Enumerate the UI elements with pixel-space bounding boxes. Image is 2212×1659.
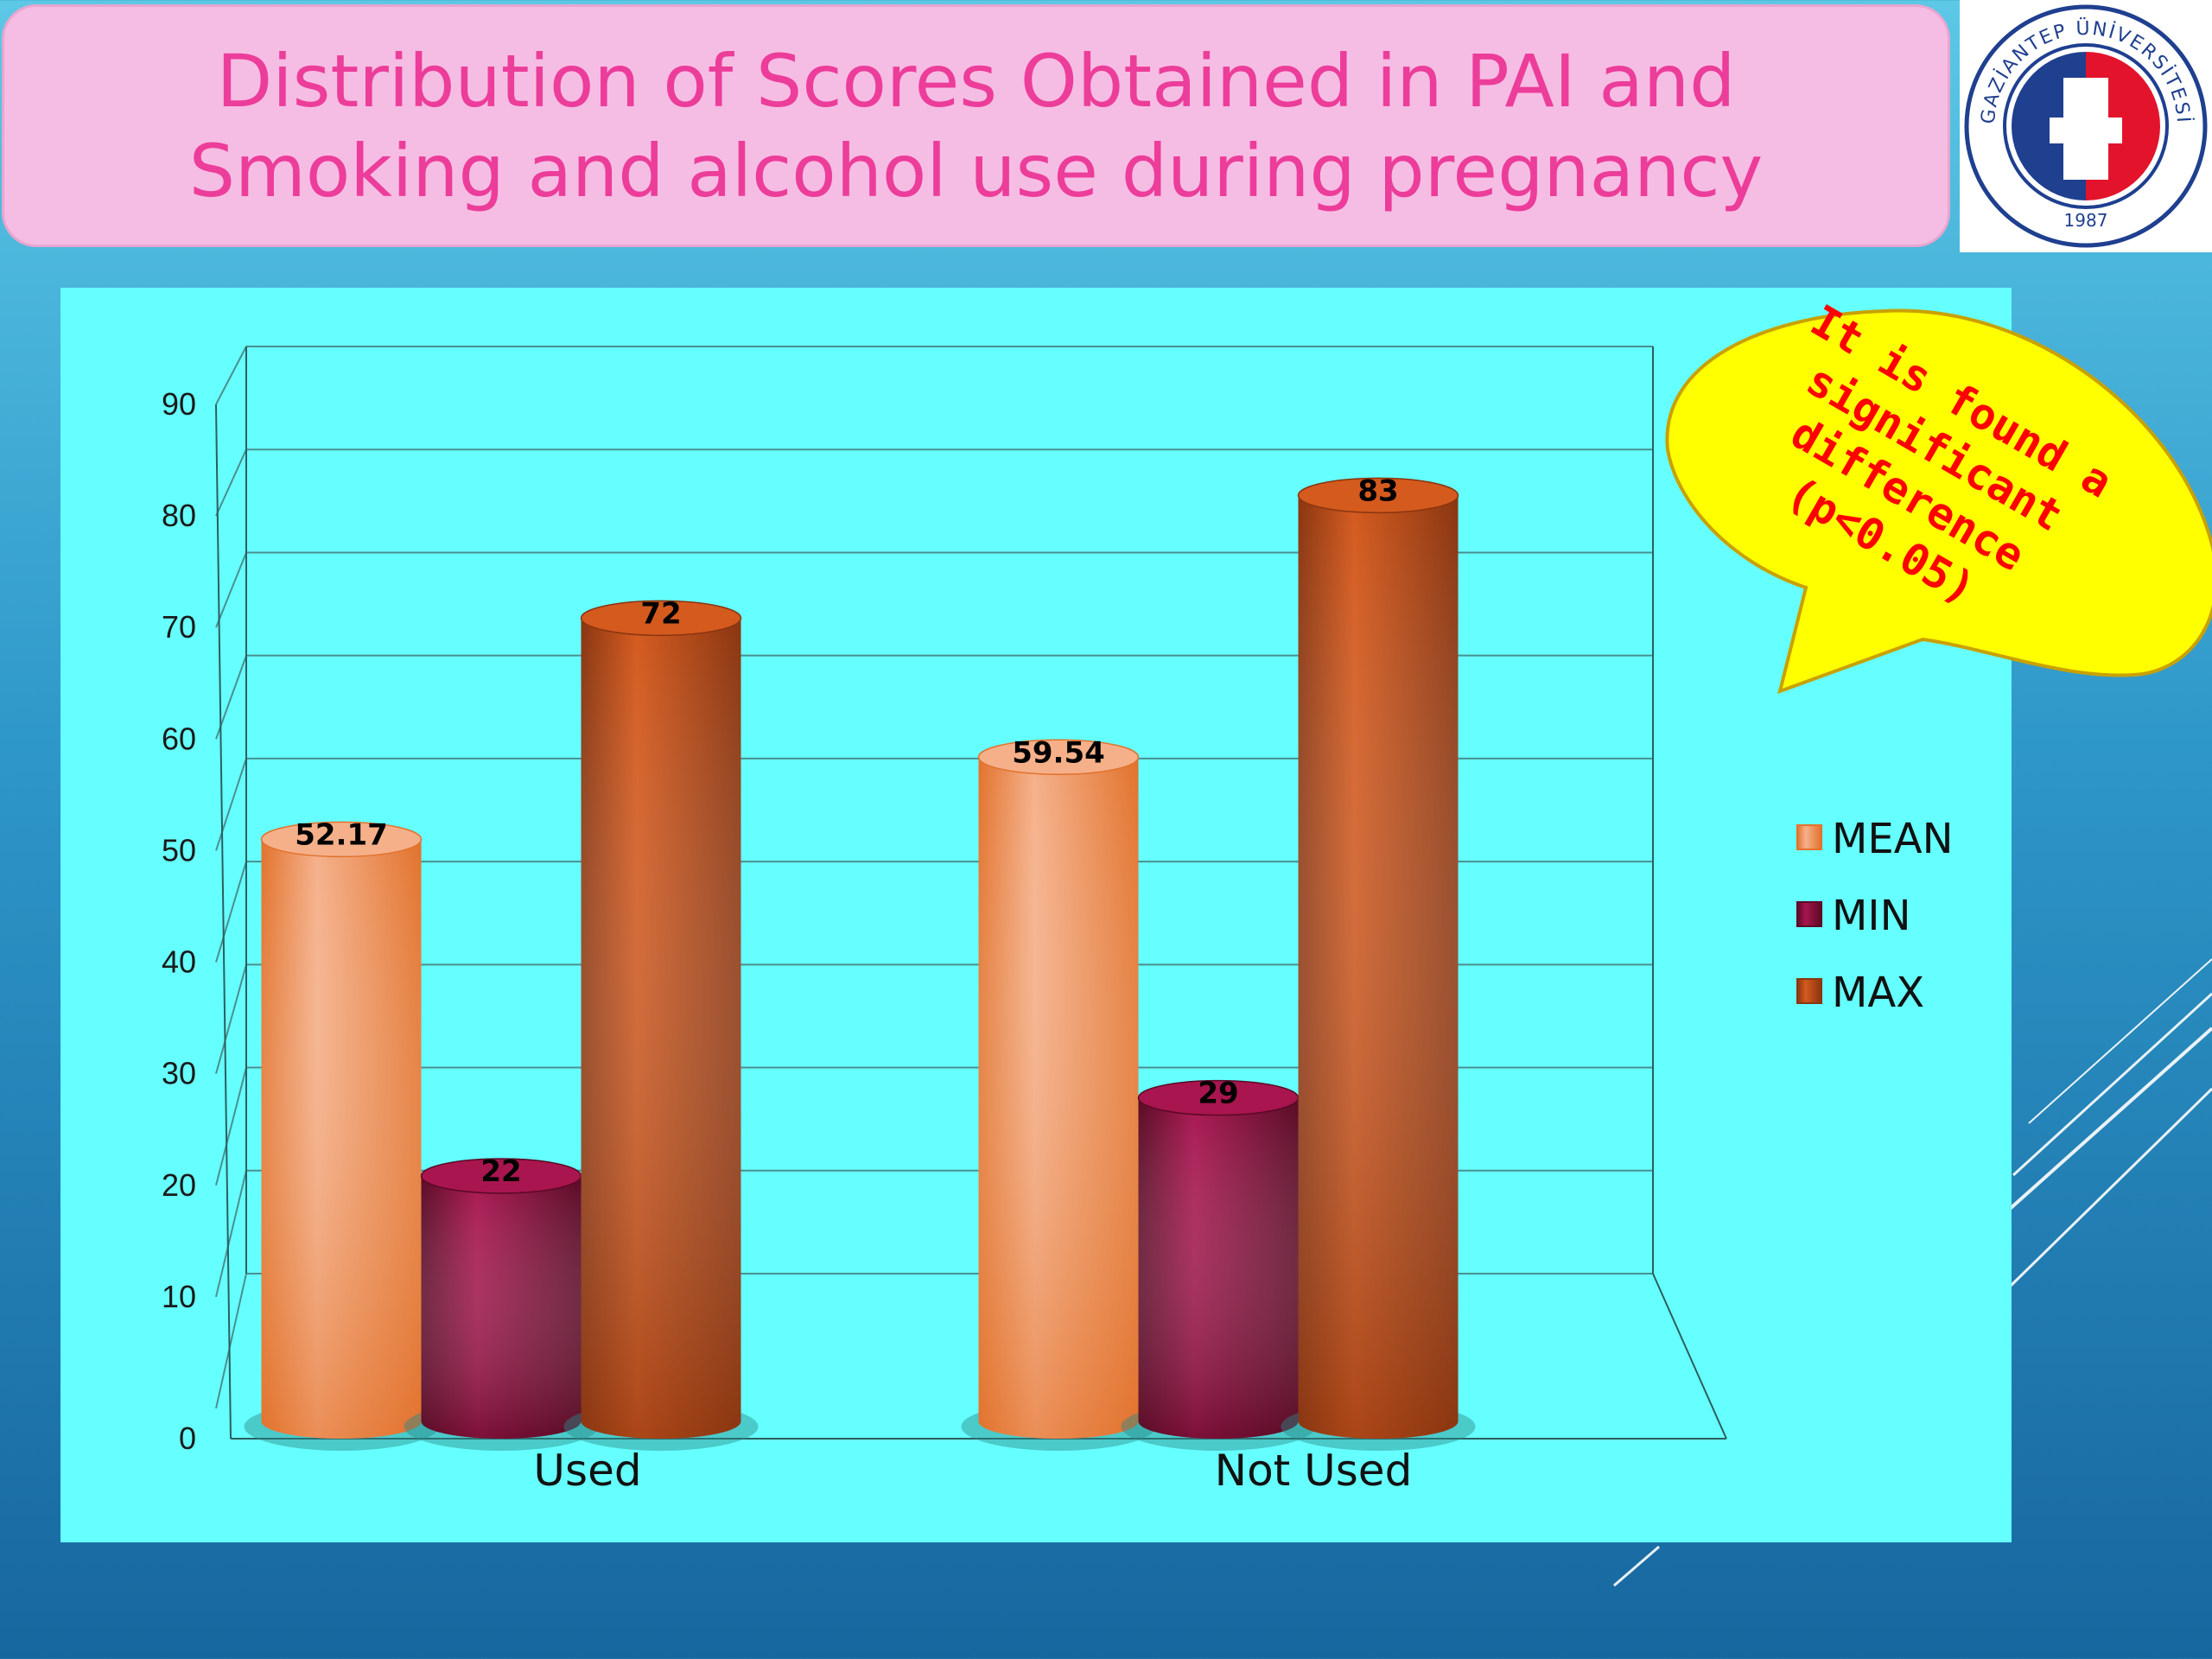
slide-title-line-2: Smoking and alcohol use during pregnancy [188, 128, 1764, 213]
university-logo: GAZİANTEP ÜNİVERSİTESİ 1987 [1960, 0, 2212, 252]
y-tick-label: 90 [162, 386, 196, 422]
bar-shade [421, 1175, 582, 1439]
bar-top [977, 739, 1140, 776]
bar-top [580, 600, 742, 637]
legend-label: MEAN [1832, 815, 1953, 863]
data-label: 59.54 [1012, 735, 1105, 770]
legend-swatch [1796, 978, 1822, 1004]
logo-year: 1987 [2064, 210, 2108, 231]
y-tick-label: 80 [162, 498, 196, 533]
bar-chart: 0 10 20 30 40 50 60 70 80 90 52.17 22 72 Used 59.54 29 8… [162, 346, 1953, 1496]
y-tick-label: 30 [162, 1056, 196, 1091]
data-label: 83 [1357, 474, 1398, 508]
category-label: Not Used [1215, 1446, 1413, 1496]
callout-bubble [1665, 308, 2212, 695]
bar-shade [261, 839, 422, 1439]
y-tick-label: 0 [179, 1421, 196, 1456]
y-tick-label: 20 [162, 1167, 196, 1203]
y-tick-label: 50 [162, 832, 196, 868]
bar-shade [581, 618, 741, 1439]
y-tick-label: 60 [162, 721, 196, 756]
category-label: Used [533, 1446, 641, 1496]
side-gridline [215, 1170, 247, 1298]
legend-swatch [1796, 824, 1822, 850]
data-label: 22 [480, 1154, 521, 1189]
slide-title-box: Distribution of Scores Obtained in PAI a… [2, 4, 1950, 247]
legend-swatch [1796, 901, 1822, 927]
side-gridline [215, 1067, 247, 1186]
bar-top [260, 821, 423, 858]
slide-title-line-1: Distribution of Scores Obtained in PAI a… [216, 38, 1736, 124]
side-gridline [215, 1273, 247, 1409]
y-tick-label: 40 [162, 944, 196, 980]
y-tick-label: 10 [162, 1279, 196, 1314]
y-axis-line [215, 404, 232, 1440]
y-tick-label: 70 [162, 609, 196, 645]
side-gridline [215, 861, 247, 963]
bar-shade [1138, 1097, 1299, 1439]
floor-right-edge [1652, 1273, 1727, 1440]
university-seal-icon: GAZİANTEP ÜNİVERSİTESİ 1987 [1964, 4, 2208, 248]
side-gridline [215, 552, 247, 628]
side-gridline [215, 448, 247, 517]
bar-shade [978, 757, 1139, 1439]
side-gridline [215, 964, 247, 1074]
side-gridline [215, 758, 247, 851]
legend-label: MIN [1832, 892, 1910, 940]
data-label: 52.17 [295, 817, 388, 852]
data-label: 29 [1198, 1077, 1238, 1111]
side-gridline [215, 346, 247, 405]
significance-callout: It is found asignificantdifference(p<0.0… [1665, 296, 2212, 695]
legend-label: MAX [1832, 969, 1924, 1017]
data-label: 72 [640, 596, 681, 631]
bar-shade [1298, 495, 1459, 1439]
bar-top [1297, 477, 1459, 514]
